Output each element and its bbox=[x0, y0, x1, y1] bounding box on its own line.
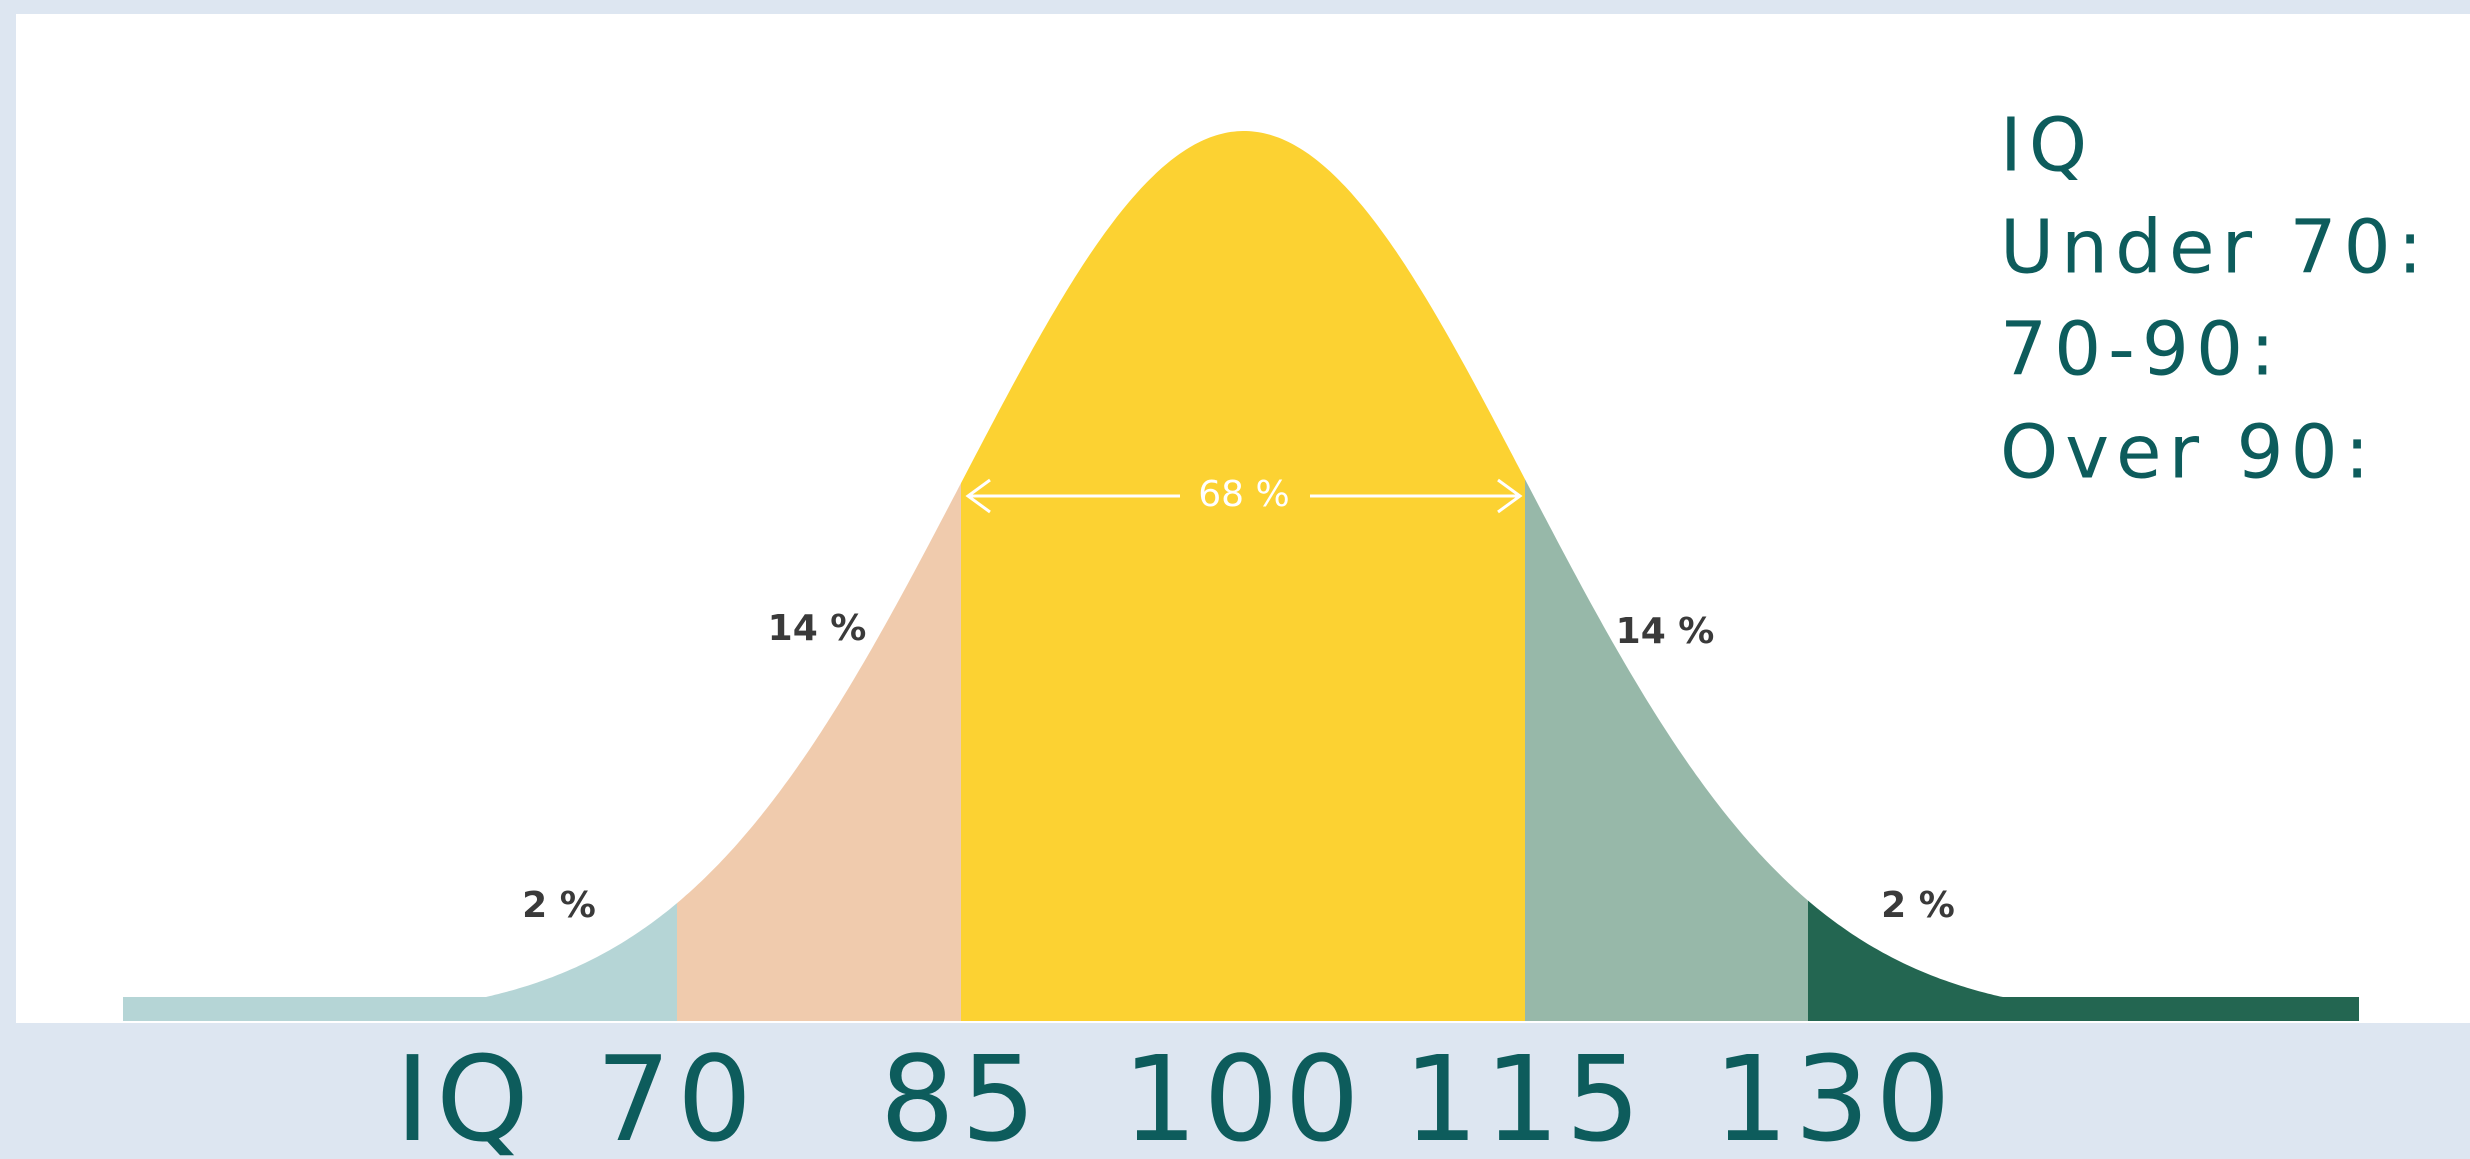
axis-label: 130 bbox=[1713, 1030, 1956, 1159]
region-label: 14 % bbox=[768, 608, 867, 649]
region-label: 2 % bbox=[1881, 885, 1955, 926]
axis-label: 85 bbox=[880, 1030, 1042, 1159]
curve-region bbox=[123, 903, 677, 1021]
legend-line: Under 70: bbox=[2000, 205, 2430, 291]
region-label: 14 % bbox=[1616, 611, 1715, 652]
axis-label: 70 bbox=[596, 1030, 758, 1159]
axis-label: IQ bbox=[395, 1030, 535, 1159]
legend-line: IQ bbox=[2000, 103, 2094, 189]
legend-line: 70-90: bbox=[2000, 307, 2282, 393]
axis-label: 100 bbox=[1122, 1030, 1365, 1159]
curve-region bbox=[1525, 479, 1808, 1021]
curve-region bbox=[677, 483, 961, 1022]
legend-line: Over 90: bbox=[2000, 410, 2377, 496]
curve-region bbox=[961, 131, 1525, 1021]
axis-label: 115 bbox=[1403, 1030, 1646, 1159]
region-label: 68 % bbox=[1198, 474, 1289, 515]
arrow bbox=[965, 478, 1523, 514]
bell-curve bbox=[123, 131, 2359, 1022]
region-label: 2 % bbox=[522, 885, 596, 926]
curve-region bbox=[1808, 900, 2359, 1021]
